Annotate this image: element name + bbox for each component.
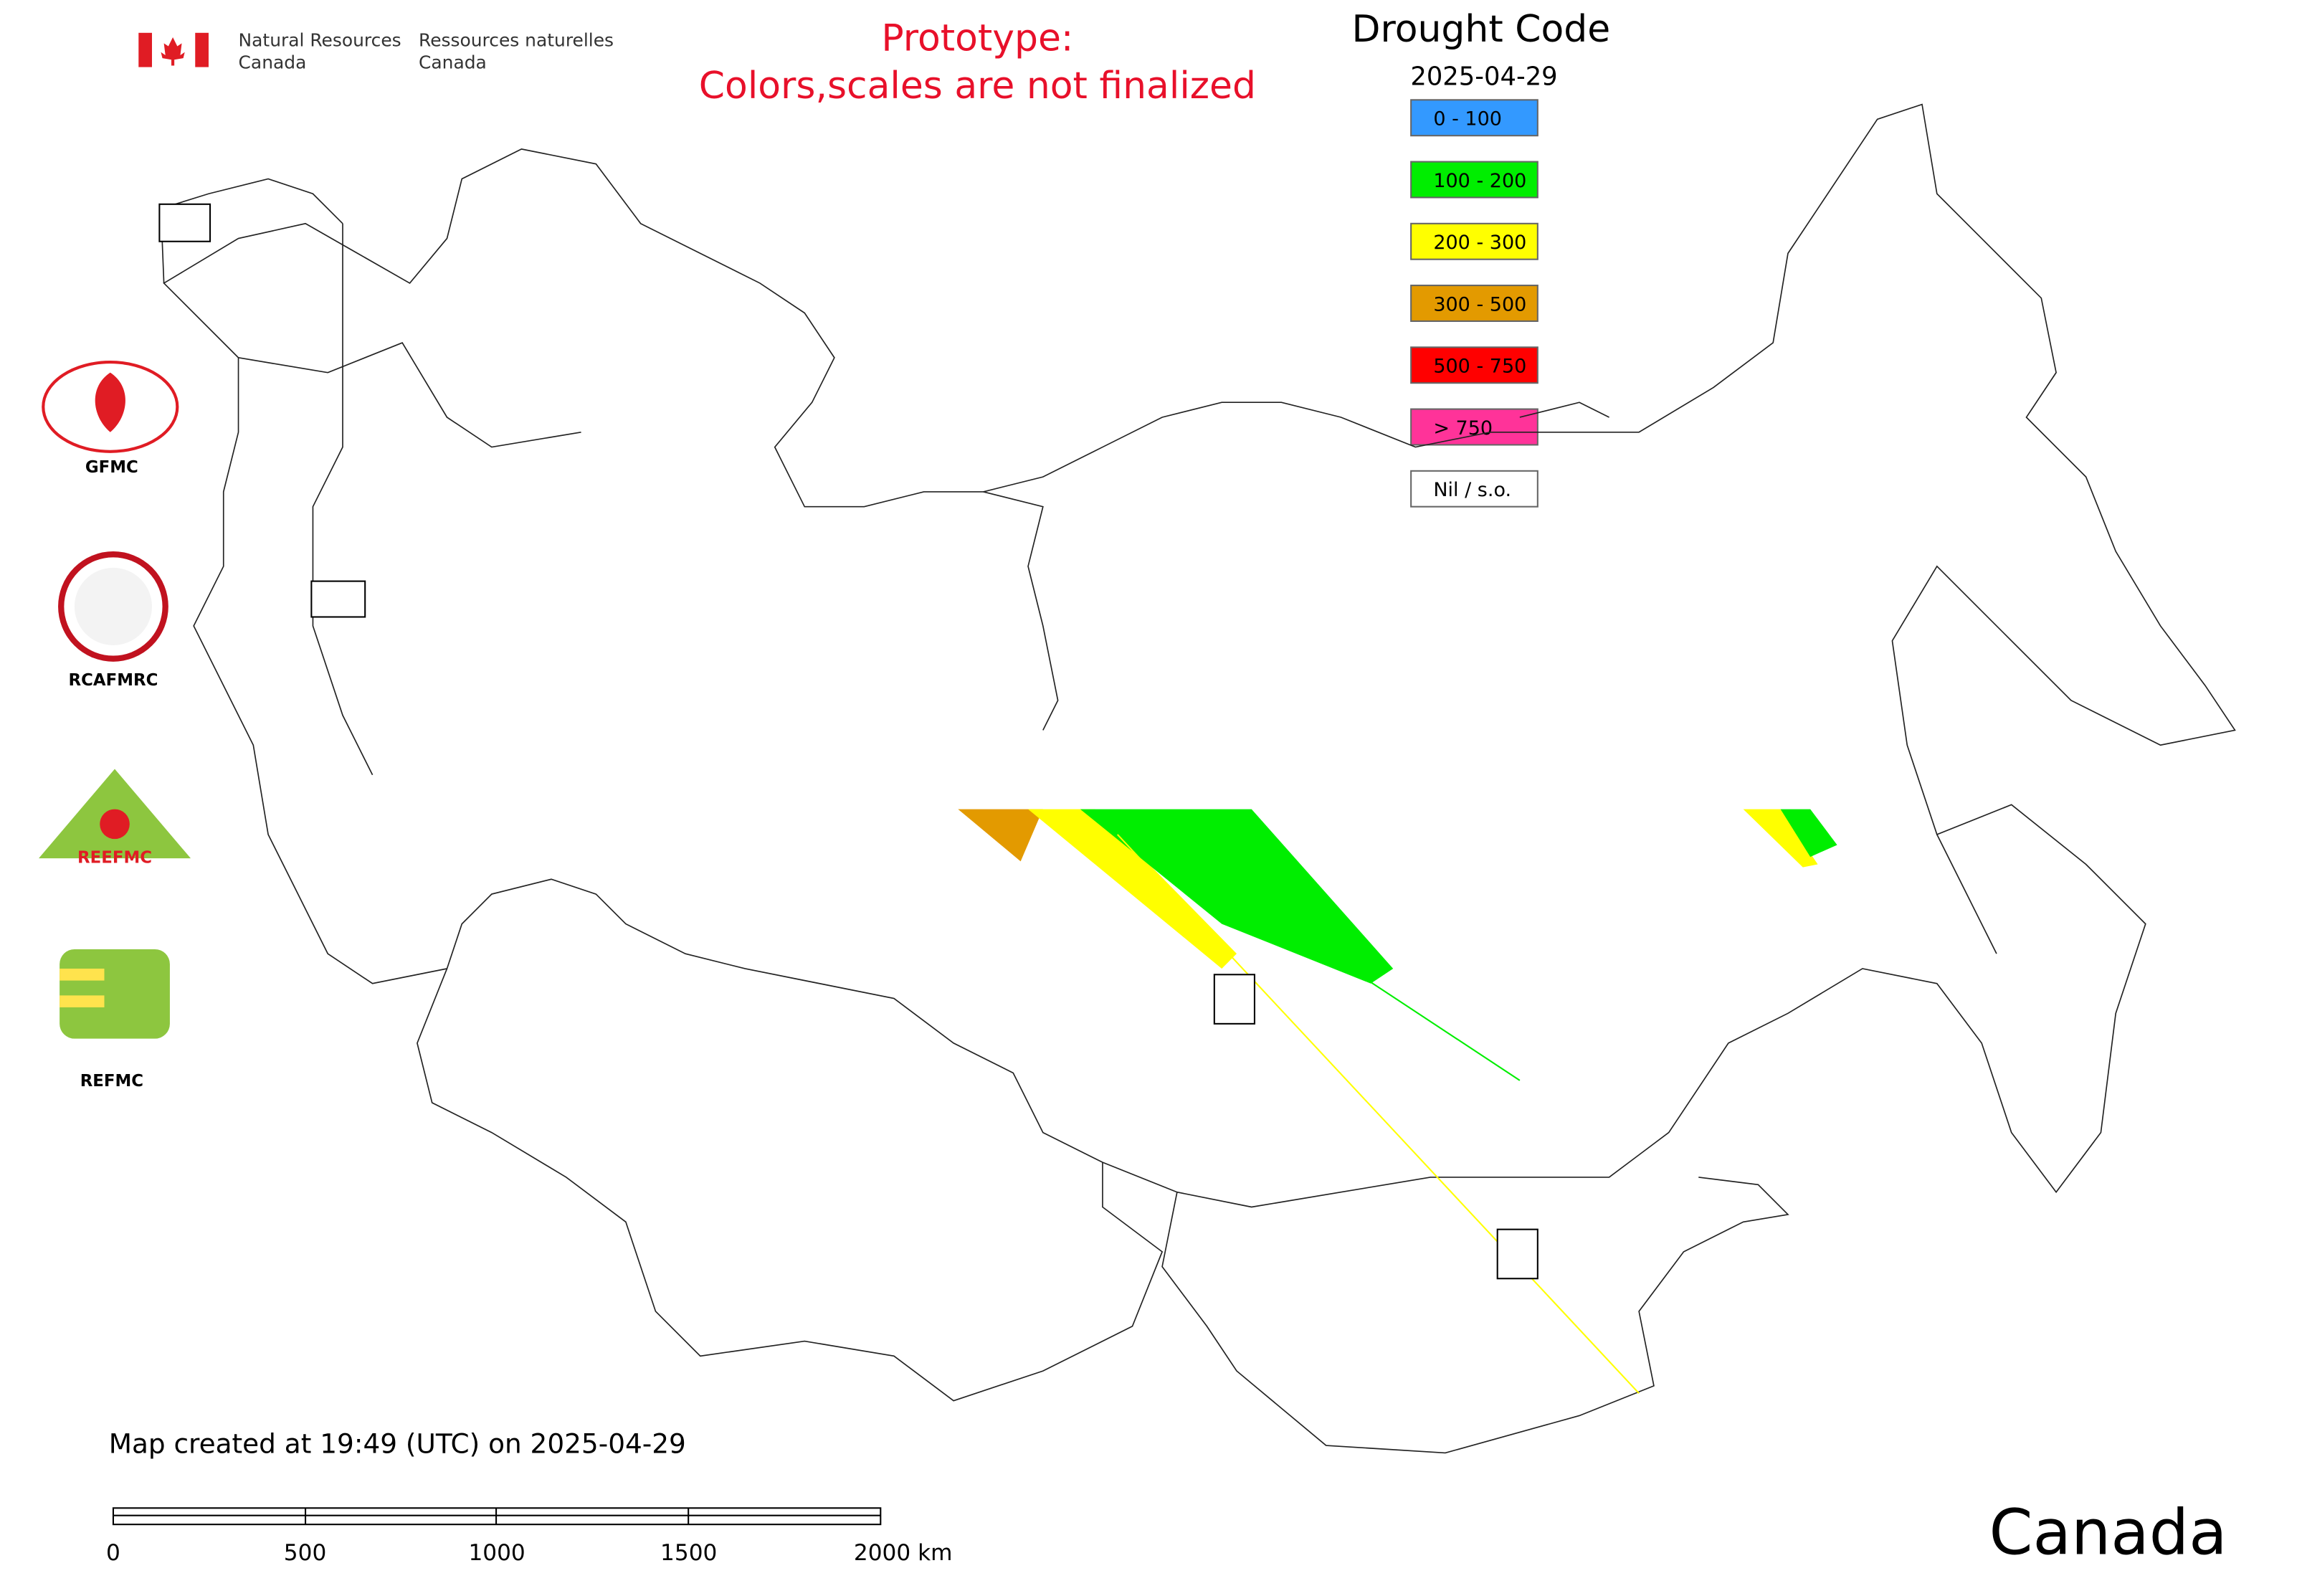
logo-rcafmrc bbox=[58, 551, 168, 662]
dept-fr-1: Ressources naturelles bbox=[419, 29, 614, 50]
canada-wordmark: Canada bbox=[1989, 1496, 2227, 1569]
legend-label: 500 - 750 bbox=[1433, 356, 1526, 378]
scale-label: 1000 bbox=[468, 1540, 525, 1566]
scale-label: 0 bbox=[106, 1540, 120, 1566]
legend-date: 2025-04-29 bbox=[1410, 62, 1557, 92]
map-outlines bbox=[160, 103, 2236, 1454]
legend-title: Drought Code bbox=[1352, 8, 1611, 51]
created-note: Map created at 19:49 (UTC) on 2025-04-29 bbox=[109, 1428, 686, 1459]
map-markers bbox=[158, 203, 1538, 1280]
scale-bar bbox=[112, 1507, 882, 1526]
logo-reefmc bbox=[39, 769, 191, 859]
legend-swatch bbox=[1410, 222, 1538, 260]
logo-label: REFMC bbox=[80, 1072, 143, 1091]
logo-gfmc bbox=[42, 361, 179, 453]
legend: 0 - 100 100 - 200 200 - 300 300 - 500 500 - … bbox=[1410, 99, 1538, 508]
flag-logo bbox=[138, 32, 209, 67]
legend-swatch bbox=[1410, 470, 1538, 508]
logo-refmc bbox=[60, 949, 170, 1039]
legend-swatch bbox=[1410, 161, 1538, 199]
scale-label: 2000 km bbox=[854, 1540, 953, 1566]
logo-label: REEFMC bbox=[77, 848, 152, 867]
scale-labels: 0 500 1000 1500 2000 km bbox=[106, 1540, 952, 1566]
logo-label: RCAFMRC bbox=[69, 671, 158, 690]
dept-fr-2: Canada bbox=[419, 52, 487, 73]
dept-en-2: Canada bbox=[239, 52, 307, 73]
notice-1: Prototype: bbox=[881, 17, 1073, 60]
legend-label: Nil / s.o. bbox=[1433, 479, 1511, 501]
dept-en-1: Natural Resources bbox=[239, 29, 401, 50]
legend-label: 0 - 100 bbox=[1433, 108, 1502, 130]
legend-label: > 750 bbox=[1433, 417, 1493, 440]
legend-label: 200 - 300 bbox=[1433, 232, 1526, 254]
logo-label: GFMC bbox=[85, 458, 138, 477]
scale-label: 500 bbox=[284, 1540, 326, 1566]
notice-2: Colors,scales are not finalized bbox=[699, 65, 1256, 108]
legend-swatch bbox=[1410, 99, 1538, 137]
legend-swatch bbox=[1410, 408, 1538, 446]
scale-label: 1500 bbox=[660, 1540, 717, 1566]
legend-label: 300 - 500 bbox=[1433, 293, 1526, 315]
legend-swatch bbox=[1410, 346, 1538, 384]
drought-data bbox=[958, 809, 1837, 1394]
legend-label: 100 - 200 bbox=[1433, 170, 1526, 192]
legend-swatch bbox=[1410, 285, 1538, 322]
